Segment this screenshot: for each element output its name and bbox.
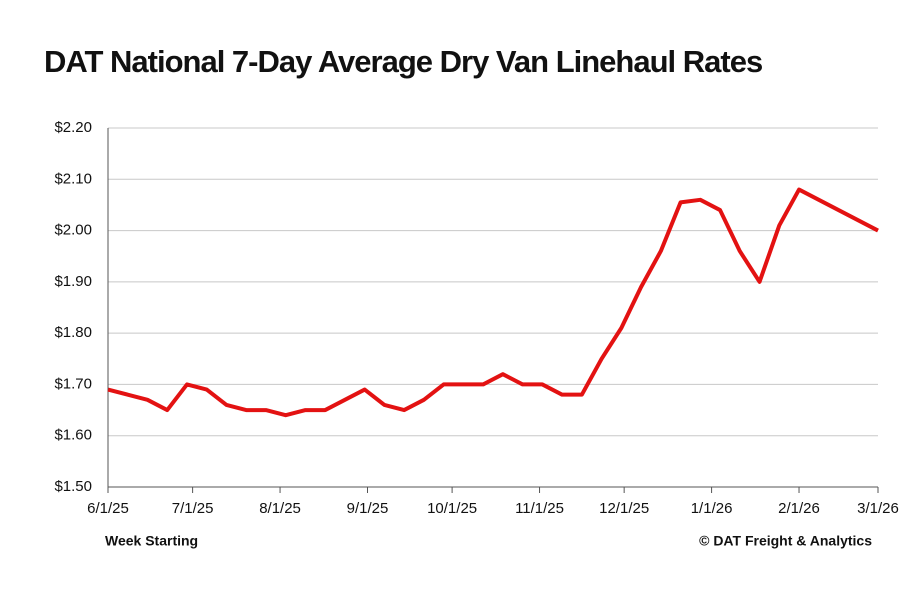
source-note: © DAT Freight & Analytics	[699, 533, 872, 549]
x-tick-label: 2/1/26	[778, 500, 820, 517]
x-tick-label: 9/1/25	[347, 500, 389, 517]
y-tick-label: $2.10	[54, 170, 92, 187]
x-tick-label: 11/1/25	[515, 500, 564, 517]
y-tick-label: $2.20	[54, 119, 92, 136]
x-tick-label: 6/1/25	[87, 500, 129, 517]
chart-title: DAT National 7-Day Average Dry Van Lineh…	[44, 44, 762, 79]
x-tick-label: 3/1/26	[857, 500, 899, 517]
x-axis-label: Week Starting	[105, 533, 198, 549]
x-tick-label: 8/1/25	[259, 500, 301, 517]
data-line	[107, 187, 879, 418]
y-tick-label: $1.70	[54, 375, 92, 392]
x-tick-label: 1/1/26	[691, 500, 733, 517]
y-tick-label: $1.90	[54, 273, 92, 290]
y-tick-label: $1.80	[54, 324, 92, 341]
x-tick-label: 12/1/25	[599, 500, 649, 517]
x-tick-label: 7/1/25	[172, 500, 214, 517]
y-tick-label: $1.60	[54, 427, 92, 444]
y-tick-label: $1.50	[54, 478, 92, 495]
y-tick-label: $2.00	[54, 222, 92, 239]
x-tick-label: 10/1/25	[427, 500, 477, 517]
